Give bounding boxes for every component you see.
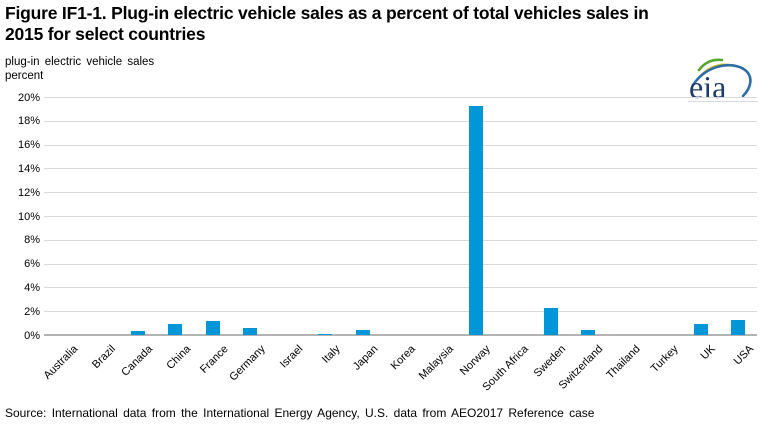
gridline	[44, 192, 757, 194]
bar-norway	[468, 105, 483, 336]
y-tick-label: 18%	[17, 115, 40, 128]
gridline	[44, 239, 757, 241]
gridline	[44, 97, 757, 98]
eia-logo: eia	[688, 55, 758, 105]
figure-title: Figure IF1-1. Plug-in electric vehicle s…	[5, 3, 755, 46]
x-axis-label: Italy	[320, 343, 343, 366]
figure-title-line2: 2015 for select countries	[5, 24, 206, 45]
x-axis-label: Australia	[41, 343, 81, 382]
bar-france	[205, 321, 220, 336]
source-note: Source: International data from the Inte…	[5, 406, 595, 420]
y-axis-unit-line1: plug-in electric vehicle sales	[5, 56, 155, 68]
y-tick-label: 14%	[17, 162, 40, 175]
gridline	[44, 216, 757, 217]
y-tick-label: 8%	[24, 234, 40, 247]
x-axis-label: Thailand	[604, 343, 644, 382]
bar-japan	[355, 329, 370, 336]
gridline	[44, 263, 757, 265]
y-tick-label: 2%	[24, 305, 40, 318]
y-axis-unit-line2: percent	[5, 70, 44, 83]
x-axis-label: Japan	[350, 343, 381, 373]
y-tick-label: 12%	[17, 186, 40, 199]
bar-italy	[318, 333, 333, 336]
y-tick-label: 20%	[17, 91, 40, 104]
bar-canada	[130, 330, 145, 336]
y-axis-unit-label: plug-in electric vehicle sales percent	[5, 55, 154, 84]
y-tick-label: 10%	[17, 210, 40, 223]
bar-switzerland	[581, 329, 596, 336]
eia-logo-icon: eia	[689, 58, 752, 105]
x-axis-label: UK	[698, 343, 719, 363]
x-axis-label: Norway	[458, 343, 494, 378]
x-axis-label: Turkey	[648, 343, 681, 375]
gridline	[44, 120, 757, 122]
x-axis-label: Brazil	[89, 343, 118, 371]
x-axis-label: China	[164, 343, 193, 372]
eia-logo-text: eia	[689, 69, 726, 101]
bar-usa	[731, 320, 746, 336]
gridline	[44, 168, 757, 170]
bar-uk	[693, 323, 708, 336]
x-axis-label: Malaysia	[416, 343, 456, 383]
y-tick-label: 4%	[24, 281, 40, 294]
bar-china	[168, 323, 183, 336]
gridline	[44, 287, 757, 289]
gridline	[44, 311, 757, 313]
bar-sweden	[543, 308, 558, 336]
logo-underline	[688, 101, 758, 102]
x-axis-label: Israel	[277, 343, 306, 371]
x-axis-label: France	[197, 343, 231, 376]
x-axis-label: Korea	[388, 343, 418, 373]
x-axis-label: USA	[731, 343, 756, 368]
gridline	[44, 144, 757, 146]
figure-title-line1: Figure IF1-1. Plug-in electric vehicle s…	[5, 3, 649, 23]
x-axis-label: Germany	[227, 343, 268, 384]
y-tick-label: 0%	[24, 329, 40, 342]
x-axis-label: Canada	[119, 343, 156, 379]
x-axis-line	[44, 334, 757, 336]
y-tick-label: 16%	[17, 139, 40, 152]
bar-germany	[243, 328, 258, 336]
y-tick-label: 6%	[24, 258, 40, 271]
